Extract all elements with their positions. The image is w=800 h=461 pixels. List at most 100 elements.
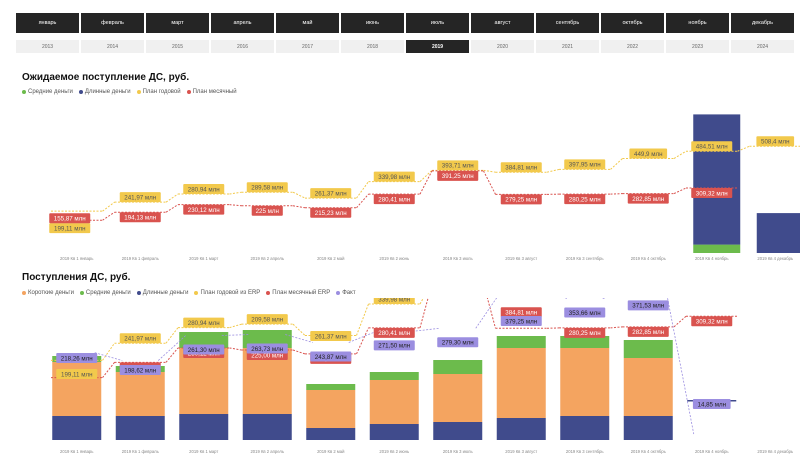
x-tick-label: 2019 Кв 2 июнь	[379, 256, 410, 261]
plan-year-line-connector	[229, 323, 242, 329]
x-tick-label: 2019 Кв 2 май	[317, 256, 345, 261]
fact-label-bg	[56, 353, 98, 363]
plan-month-label: 282,85 млн	[627, 193, 669, 204]
fact-line	[94, 352, 123, 361]
year-button[interactable]: 2024	[731, 40, 794, 53]
fact-label: 218,26 млн	[56, 353, 98, 363]
legend-swatch	[22, 291, 26, 295]
fact-label-bg	[119, 365, 161, 375]
year-button[interactable]: 2021	[536, 40, 599, 53]
year-button[interactable]: 2013	[16, 40, 79, 53]
plan-month-line-connector	[356, 193, 369, 209]
plan-year-label-text: 508,4 млн	[761, 139, 789, 146]
plan-year-label: 241,97 млн	[119, 333, 161, 344]
year-button[interactable]: 2015	[146, 40, 209, 53]
plan-month-label-text: 309,32 млн	[696, 319, 728, 326]
year-button[interactable]: 2016	[211, 40, 274, 53]
plan-month-label-bg	[627, 193, 669, 204]
plan-year-label: 484,51 млн	[691, 141, 733, 152]
bar-medium	[560, 336, 610, 348]
plan-year-label: 199,11 млн	[56, 369, 98, 379]
plan-year-line-connector	[165, 327, 179, 344]
bar-long	[115, 416, 165, 440]
year-button[interactable]: 2017	[276, 40, 339, 53]
plan-year-label-bg	[564, 159, 606, 170]
month-button[interactable]: июль	[406, 13, 469, 33]
chart1-legend: Средние деньги Длинные деньги План годовой…	[22, 89, 237, 95]
x-tick-label: 2019 Кв 1 март	[189, 449, 218, 454]
legend-swatch	[194, 291, 199, 295]
plan-year-label-text: 280,94 млн	[188, 186, 220, 193]
plan-month-label-bg	[373, 327, 415, 338]
legend-label: Длинные деньги	[142, 290, 189, 296]
legend-item[interactable]: План месячный ERP	[266, 290, 330, 296]
plan-year-line-connector	[356, 303, 369, 336]
fact-label-text: 198,62 млн	[124, 367, 156, 374]
plan-month-line-connector	[610, 193, 623, 195]
legend-item[interactable]: План месячный	[186, 89, 237, 95]
year-button[interactable]: 2018	[341, 40, 404, 53]
legend-item[interactable]: Факт	[336, 290, 356, 296]
year-button[interactable]: 2020	[471, 40, 534, 53]
month-button[interactable]: декабрь	[731, 13, 794, 33]
plan-year-label-bg	[373, 298, 415, 305]
legend-item[interactable]: Средние деньги	[22, 89, 73, 95]
chart2-svg: 199,11 млн 241,97 млн 280,94 млн 209,58 млн…	[51, 298, 794, 454]
plan-year-label: 280,94 млн	[183, 184, 225, 195]
x-tick-label: 2019 Кв 4 декабрь	[757, 256, 794, 261]
month-button[interactable]: январь	[16, 13, 79, 33]
fact-label-text: 263,73 млн	[251, 346, 283, 353]
year-button[interactable]: 2023	[666, 40, 729, 53]
plan-year-label: 393,71 млн	[437, 160, 479, 171]
bar-long	[242, 414, 292, 440]
fact-label-text: 243,87 млн	[315, 354, 347, 361]
legend-item[interactable]: План годовой из ERP	[194, 290, 260, 296]
chart1-title: Ожидаемое поступление ДС, руб.	[22, 72, 190, 83]
month-button[interactable]: сентябрь	[536, 13, 599, 33]
legend-item[interactable]: Короткие деньги	[22, 290, 74, 296]
year-button[interactable]: 2014	[81, 40, 144, 53]
plan-year-label-bg	[629, 148, 668, 159]
plan-year-label-bg	[500, 162, 542, 173]
month-button[interactable]: октябрь	[601, 13, 664, 33]
plan-month-label: 225 млн	[251, 205, 283, 216]
month-button[interactable]: май	[276, 13, 339, 33]
x-tick-label: 2019 Кв 3 июль	[443, 256, 474, 261]
plan-month-label-bg	[119, 212, 161, 223]
fact-label-text: 371,53 млн	[632, 303, 664, 310]
x-tick-label: 2019 Кв 3 сентябрь	[566, 256, 604, 261]
month-button[interactable]: ноябрь	[666, 13, 729, 33]
plan-year-label-bg	[119, 192, 161, 203]
legend-item[interactable]: Длинные деньги	[136, 290, 189, 296]
plan-month-label: 279,25 млн	[500, 194, 542, 205]
legend-item[interactable]: План годовой	[136, 89, 181, 95]
fact-label: 263,73 млн	[246, 343, 288, 354]
plan-year-line-connector	[610, 158, 623, 170]
plan-month-line-connector	[610, 326, 623, 329]
bar-short	[623, 358, 673, 416]
plan-month-line-connector	[356, 327, 369, 355]
month-button[interactable]: февраль	[81, 13, 144, 33]
chart2-legend: Короткие деньги Средние деньги Длинные ден…	[22, 290, 356, 296]
month-button[interactable]: апрель	[211, 13, 274, 33]
month-button[interactable]: август	[471, 13, 534, 33]
year-button[interactable]: 2022	[601, 40, 664, 53]
month-button[interactable]: март	[146, 13, 209, 33]
legend-swatch	[186, 90, 191, 94]
x-tick-label: 2019 Кв 4 октябрь	[631, 449, 667, 454]
plan-year-line-connector	[292, 191, 306, 199]
plan-year-label: 339,98 млн	[373, 171, 415, 182]
plan-month-label-text: 279,25 млн	[505, 197, 537, 204]
legend-label: План месячный ERP	[272, 290, 331, 296]
plan-month-line-connector	[292, 349, 306, 355]
plan-year-label-bg	[56, 369, 98, 379]
plan-month-line-connector	[673, 315, 687, 328]
plan-month-label-bg	[310, 207, 352, 218]
plan-year-line-connector	[102, 201, 115, 212]
legend-item[interactable]: Длинные деньги	[78, 89, 131, 95]
legend-item[interactable]: Средние деньги	[79, 290, 131, 296]
year-button[interactable]: 2019	[406, 40, 469, 53]
plan-month-label-text: 280,41 млн	[378, 330, 410, 337]
fact-label: 261,30 млн	[183, 344, 225, 355]
month-button[interactable]: июнь	[341, 13, 404, 33]
